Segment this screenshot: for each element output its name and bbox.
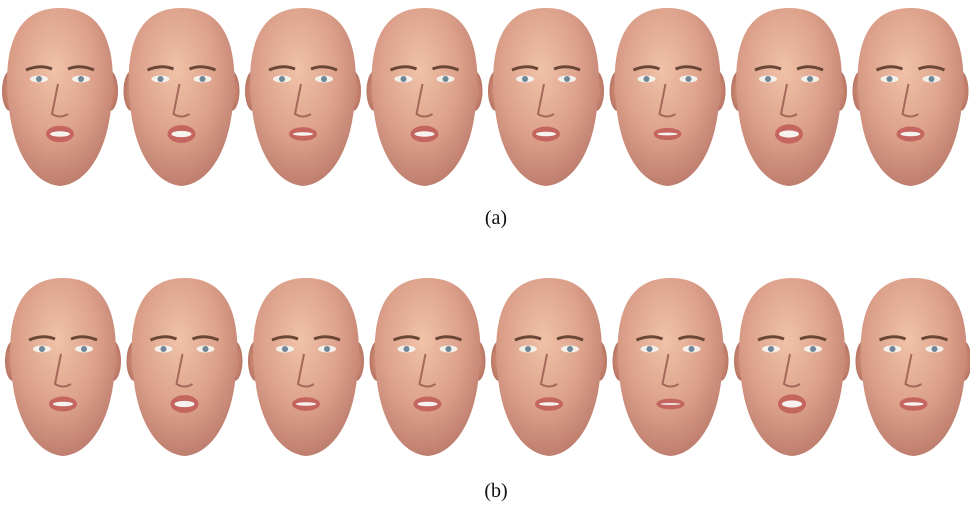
iris — [158, 76, 164, 82]
teeth — [779, 130, 799, 137]
iris — [567, 346, 573, 352]
teeth — [172, 131, 192, 137]
iris — [525, 346, 531, 352]
iris — [686, 76, 692, 82]
iris — [522, 76, 528, 82]
face — [853, 8, 969, 186]
face — [856, 278, 970, 456]
head — [129, 8, 235, 186]
teeth — [296, 402, 316, 406]
iris — [810, 346, 816, 352]
iris — [279, 76, 285, 82]
teeth — [901, 132, 921, 137]
head — [736, 8, 842, 186]
iris — [446, 346, 452, 352]
iris — [443, 76, 449, 82]
face — [370, 278, 486, 456]
iris — [404, 346, 410, 352]
iris — [324, 346, 330, 352]
iris — [321, 76, 327, 82]
iris — [564, 76, 570, 82]
face — [491, 278, 607, 456]
iris — [929, 76, 935, 82]
head — [253, 278, 359, 456]
face — [731, 8, 847, 186]
face — [245, 8, 361, 186]
head — [10, 278, 116, 456]
teeth — [539, 402, 559, 406]
iris — [768, 346, 774, 352]
teeth — [293, 132, 313, 136]
panel-label: (a) — [485, 207, 507, 229]
iris — [203, 346, 209, 352]
iris — [36, 76, 42, 82]
face — [610, 8, 726, 186]
teeth — [50, 131, 70, 136]
face — [124, 8, 240, 186]
head — [375, 278, 481, 456]
iris — [647, 346, 653, 352]
face-row — [2, 8, 969, 186]
face — [734, 278, 850, 456]
iris — [161, 346, 167, 352]
head — [858, 8, 964, 186]
iris — [401, 76, 407, 82]
iris — [282, 346, 288, 352]
head — [861, 278, 967, 456]
iris — [887, 76, 893, 82]
iris — [689, 346, 695, 352]
teeth — [536, 132, 556, 137]
iris — [644, 76, 650, 82]
panel-label: (b) — [484, 480, 507, 502]
head — [7, 8, 113, 186]
teeth — [782, 400, 802, 407]
face — [488, 8, 604, 186]
teeth — [661, 403, 681, 405]
head — [618, 278, 724, 456]
iris — [200, 76, 206, 82]
head — [615, 8, 721, 186]
teeth — [175, 401, 195, 407]
iris — [807, 76, 813, 82]
face — [2, 8, 118, 186]
head — [496, 278, 602, 456]
iris — [78, 76, 84, 82]
iris — [39, 346, 45, 352]
teeth — [415, 131, 435, 136]
teeth — [53, 402, 73, 407]
face — [613, 278, 729, 456]
iris — [765, 76, 771, 82]
face — [248, 278, 364, 456]
head — [372, 8, 478, 186]
head — [739, 278, 845, 456]
teeth — [658, 133, 678, 136]
iris — [81, 346, 87, 352]
face — [367, 8, 483, 186]
head — [250, 8, 356, 186]
iris — [890, 346, 896, 352]
face — [127, 278, 243, 456]
head — [132, 278, 238, 456]
face — [5, 278, 121, 456]
head — [493, 8, 599, 186]
teeth — [418, 402, 438, 407]
teeth — [904, 402, 924, 406]
iris — [932, 346, 938, 352]
face-row — [5, 278, 970, 456]
